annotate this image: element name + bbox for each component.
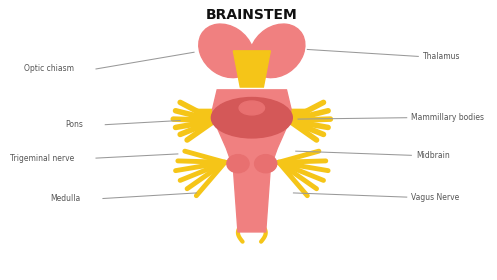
Text: Pons: Pons xyxy=(65,120,83,129)
Text: BRAINSTEM: BRAINSTEM xyxy=(206,8,298,22)
Text: Optic chiasm: Optic chiasm xyxy=(24,64,74,73)
Polygon shape xyxy=(213,90,291,232)
Text: Vagus Nerve: Vagus Nerve xyxy=(412,193,460,202)
Ellipse shape xyxy=(227,155,249,173)
Ellipse shape xyxy=(239,101,264,115)
Text: Medulla: Medulla xyxy=(51,194,81,203)
Ellipse shape xyxy=(199,24,254,78)
Ellipse shape xyxy=(254,155,277,173)
Text: Trigeminal nerve: Trigeminal nerve xyxy=(9,154,74,163)
Ellipse shape xyxy=(249,24,305,78)
Text: Midbrain: Midbrain xyxy=(416,151,450,160)
Polygon shape xyxy=(233,51,270,87)
Polygon shape xyxy=(192,109,312,123)
Ellipse shape xyxy=(211,97,292,138)
Text: Mammillary bodies: Mammillary bodies xyxy=(412,113,485,122)
Text: Thalamus: Thalamus xyxy=(423,52,460,61)
